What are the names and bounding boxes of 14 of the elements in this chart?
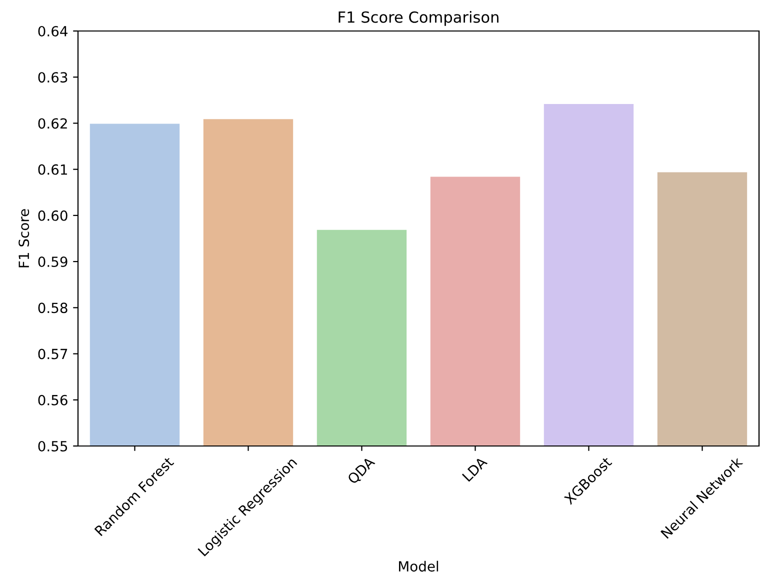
y-tick-label: 0.59 — [38, 256, 68, 268]
chart-title: F1 Score Comparison — [338, 11, 498, 26]
y-tick-label: 0.56 — [38, 394, 68, 406]
y-tick-label: 0.55 — [38, 440, 68, 452]
y-tick-label: 0.61 — [38, 164, 67, 175]
y-tick-label: 0.62 — [38, 118, 67, 129]
y-tick-label: 0.63 — [38, 72, 68, 83]
x-axis-title: Model — [399, 560, 438, 572]
y-tick-label: 0.57 — [38, 348, 68, 360]
y-tick-label: 0.64 — [38, 26, 68, 36]
y-tick-label: 0.58 — [38, 302, 68, 314]
y-axis-title: F1 Score — [18, 209, 30, 268]
y-tick-label: 0.60 — [38, 210, 68, 221]
x-tick-label: LDA — [462, 456, 488, 482]
